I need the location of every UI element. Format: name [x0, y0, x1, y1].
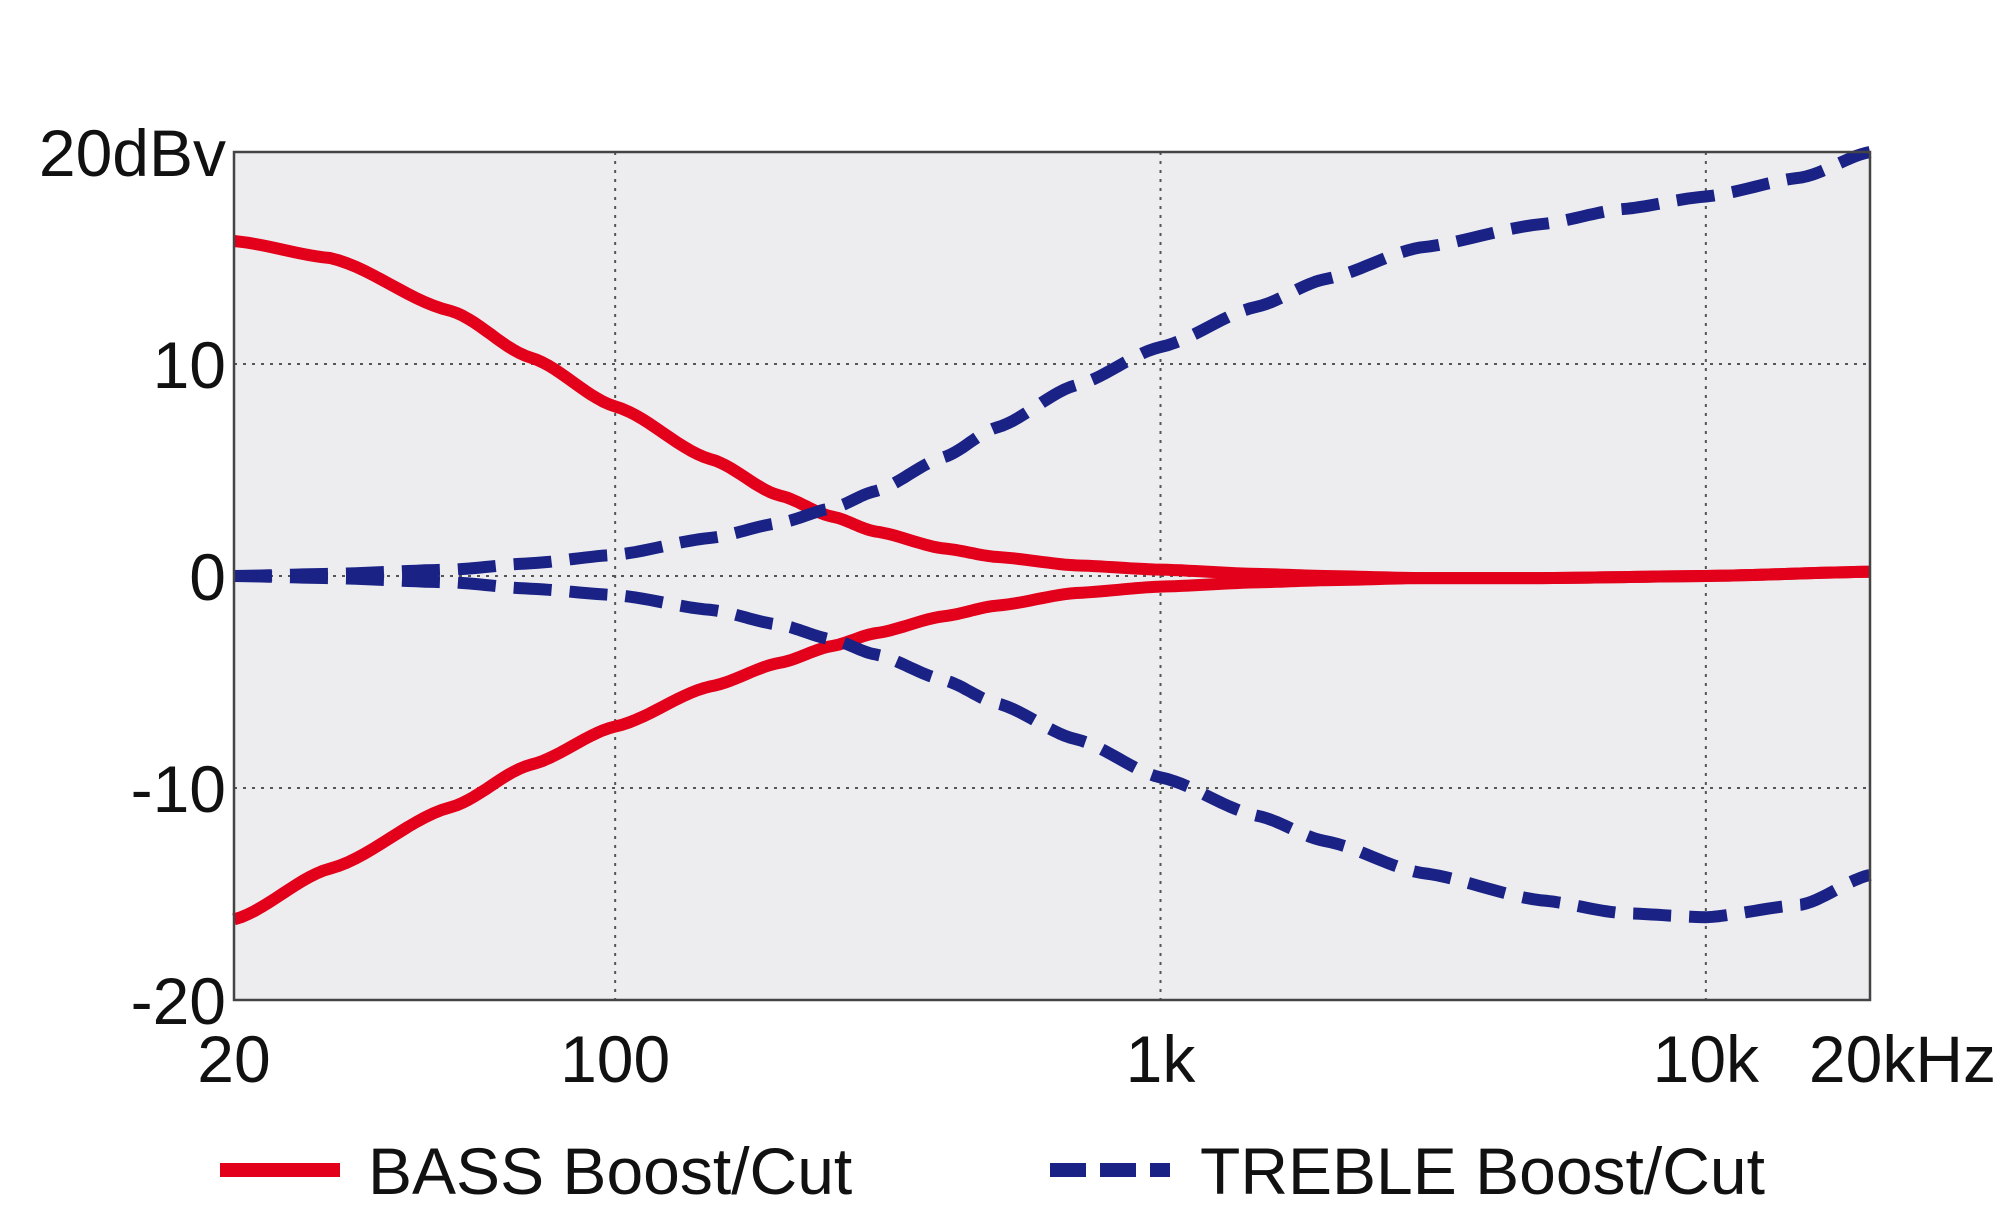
x-tick-label: 20kHz: [1809, 1022, 1996, 1096]
y-axis-tick-labels: 20dBv 10 0 -10 -20: [39, 116, 226, 1038]
bass-curve-cut: [232, 565, 1871, 926]
y-tick-label: 0: [189, 540, 226, 614]
x-tick-label: 10k: [1653, 1022, 1760, 1096]
y-tick-label: -10: [131, 752, 226, 826]
legend-label: TREBLE Boost/Cut: [1200, 1134, 1765, 1208]
x-tick-label: 1k: [1126, 1022, 1197, 1096]
treble-curve-cut: [233, 570, 1872, 924]
series-layer: [232, 146, 1872, 926]
plot-frame: [232, 150, 1872, 1002]
x-tick-label: 20: [197, 1022, 270, 1096]
treble-curve-boost: [233, 146, 1872, 582]
x-tick-label: 100: [560, 1022, 670, 1096]
y-tick-label: 10: [153, 328, 226, 402]
legend: BASS Boost/Cut TREBLE Boost/Cut: [220, 1134, 1765, 1208]
legend-label: BASS Boost/Cut: [368, 1134, 852, 1208]
y-tick-label: 20dBv: [39, 116, 226, 190]
y-tick-label: -20: [131, 964, 226, 1038]
x-axis-tick-labels: 20 100 1k 10k 20kHz: [197, 1022, 1996, 1096]
